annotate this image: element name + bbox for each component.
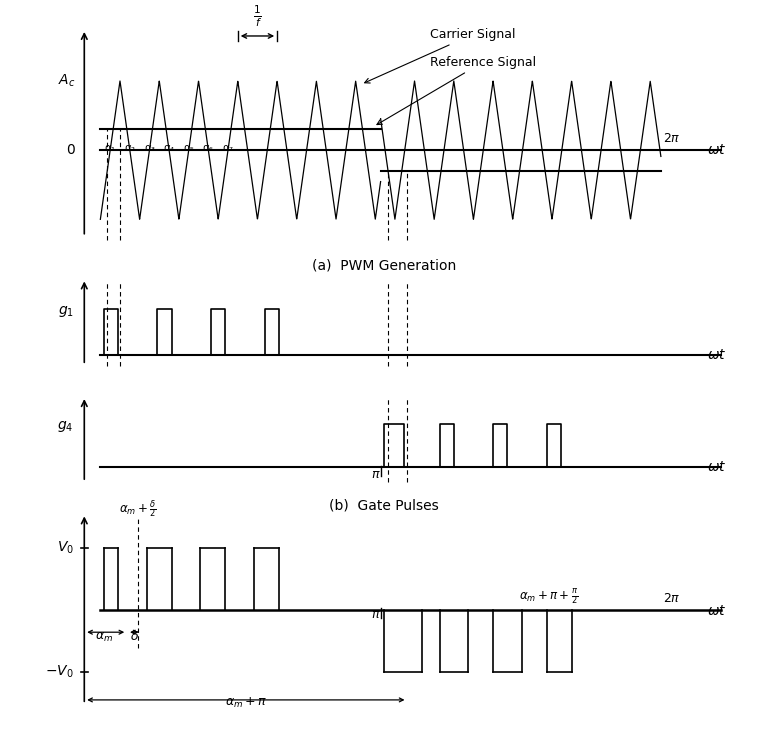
Text: $\delta$: $\delta$ bbox=[130, 630, 139, 643]
Text: α₄: α₄ bbox=[164, 143, 174, 154]
Text: (b)  Gate Pulses: (b) Gate Pulses bbox=[329, 498, 439, 512]
Text: $-V_0$: $-V_0$ bbox=[45, 664, 74, 680]
Text: α₆: α₆ bbox=[203, 143, 214, 154]
Text: $A_c$: $A_c$ bbox=[58, 73, 75, 89]
Text: $\pi$: $\pi$ bbox=[371, 609, 381, 621]
Text: $\alpha_m$: $\alpha_m$ bbox=[95, 631, 113, 644]
Text: $0$: $0$ bbox=[65, 143, 75, 157]
Text: $\omega t$: $\omega t$ bbox=[707, 142, 727, 156]
Text: $V_0$: $V_0$ bbox=[57, 539, 74, 556]
Text: $2\pi$: $2\pi$ bbox=[663, 132, 680, 145]
Text: $\omega t$: $\omega t$ bbox=[707, 348, 727, 362]
Text: α₃: α₃ bbox=[144, 143, 155, 154]
Text: α₅: α₅ bbox=[184, 143, 194, 154]
Text: α₁: α₁ bbox=[104, 143, 116, 154]
Text: (a)  PWM Generation: (a) PWM Generation bbox=[312, 258, 456, 272]
Text: $g_1$: $g_1$ bbox=[58, 304, 74, 319]
Text: α₇: α₇ bbox=[223, 143, 233, 154]
Text: $\alpha_m + \pi$: $\alpha_m + \pi$ bbox=[225, 697, 267, 711]
Text: $2\pi$: $2\pi$ bbox=[663, 592, 680, 605]
Text: $\omega t$: $\omega t$ bbox=[707, 604, 727, 618]
Text: $\pi$: $\pi$ bbox=[371, 468, 381, 481]
Text: $\alpha_m + \frac{\delta}{2}$: $\alpha_m + \frac{\delta}{2}$ bbox=[119, 498, 157, 520]
Text: Reference Signal: Reference Signal bbox=[377, 56, 536, 125]
Text: α₂: α₂ bbox=[124, 143, 135, 154]
Text: Carrier Signal: Carrier Signal bbox=[365, 28, 515, 83]
Text: $g_4$: $g_4$ bbox=[57, 419, 74, 434]
Text: $\omega t$: $\omega t$ bbox=[707, 460, 727, 474]
Text: $\frac{1}{f}$: $\frac{1}{f}$ bbox=[253, 4, 262, 29]
Text: $\alpha_m + \pi + \frac{\pi}{2}$: $\alpha_m + \pi + \frac{\pi}{2}$ bbox=[519, 588, 578, 607]
